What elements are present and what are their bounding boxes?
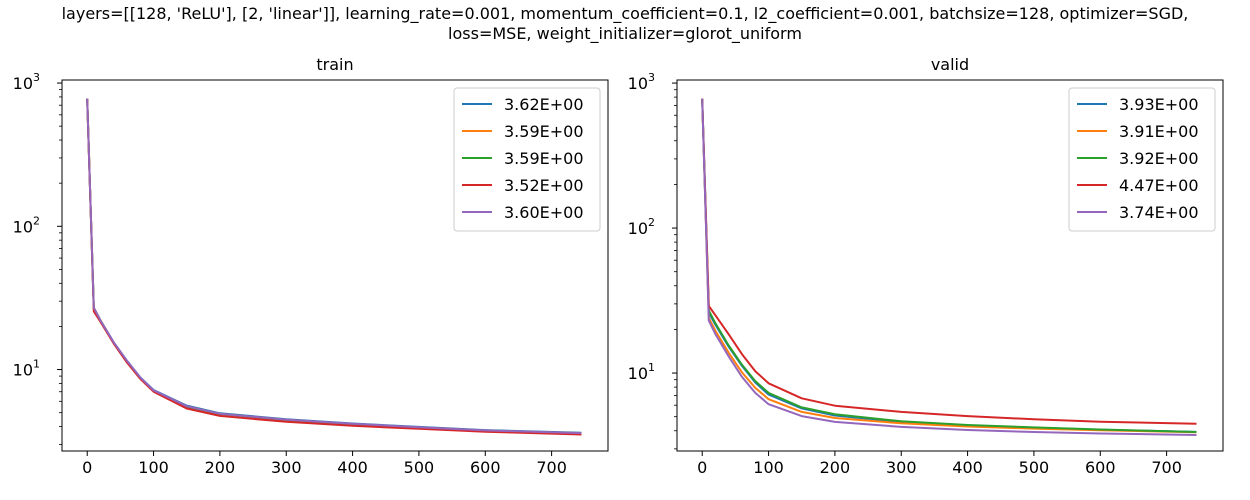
figure-title-line-1: layers=[[128, 'ReLU'], [2, 'linear']], l…: [61, 4, 1189, 23]
legend-label-5: 3.60E+00: [504, 203, 584, 222]
x-tick-label: 500: [404, 458, 435, 477]
x-tick-label: 600: [470, 458, 501, 477]
legend-box: [1068, 87, 1216, 232]
y-tick-exponent: 3: [33, 71, 40, 84]
legend-label-2: 3.59E+00: [504, 122, 584, 141]
y-tick-base: 10: [628, 219, 648, 238]
legend-label-4: 3.52E+00: [504, 176, 584, 195]
y-tick-base: 10: [628, 74, 648, 93]
legend-label-1: 3.62E+00: [504, 95, 584, 114]
x-tick-label: 200: [205, 458, 236, 477]
x-tick-label: 300: [886, 458, 917, 477]
legend-label-3: 3.59E+00: [504, 149, 584, 168]
series-line-5: [86, 98, 582, 435]
series-lines: [701, 98, 1197, 436]
x-tick-label: 300: [271, 458, 302, 477]
legend-label-5: 3.74E+00: [1119, 203, 1199, 222]
series-line-5: [701, 98, 1197, 436]
y-tick-label: 101: [13, 358, 40, 380]
legend: 3.93E+00 3.91E+00 3.92E+00 4.47E+00 3.74E+00: [1068, 87, 1216, 232]
x-tick-label: 100: [753, 458, 784, 477]
panel-title: valid: [931, 55, 969, 74]
x-tick-label: 0: [697, 458, 707, 477]
series-line-4: [701, 98, 1197, 425]
y-tick-label: 103: [628, 71, 655, 93]
axes-frame: [676, 79, 1224, 452]
x-tick-label: 200: [820, 458, 851, 477]
figure-title-line-2: loss=MSE, weight_initializer=glorot_unif…: [448, 24, 802, 43]
y-tick-base: 10: [13, 361, 33, 380]
x-tick-label: 700: [536, 458, 567, 477]
y-tick-base: 10: [13, 74, 33, 93]
y-tick-exponent: 1: [648, 361, 655, 374]
axes-frame: [61, 79, 609, 452]
legend-label-2: 3.91E+00: [1119, 122, 1199, 141]
y-tick-label: 103: [13, 71, 40, 93]
y-tick-label: 101: [628, 361, 655, 383]
x-tick-label: 700: [1151, 458, 1182, 477]
series-lines: [86, 98, 582, 436]
legend-label-3: 3.92E+00: [1119, 149, 1199, 168]
legend: 3.62E+00 3.59E+00 3.59E+00 3.52E+00 3.60E+00: [453, 87, 601, 232]
x-tick-label: 400: [337, 458, 368, 477]
x-tick-label: 600: [1085, 458, 1116, 477]
legend-label-4: 4.47E+00: [1119, 176, 1199, 195]
y-tick-base: 10: [13, 217, 33, 236]
y-tick-label: 102: [13, 214, 40, 236]
panel-title: train: [316, 55, 353, 74]
legend-label-1: 3.93E+00: [1119, 95, 1199, 114]
x-tick-label: 400: [952, 458, 983, 477]
y-tick-base: 10: [628, 364, 648, 383]
y-tick-label: 102: [628, 216, 655, 238]
legend-box: [453, 87, 601, 232]
x-tick-label: 500: [1019, 458, 1050, 477]
series-line-2: [701, 98, 1197, 434]
y-tick-exponent: 1: [33, 358, 40, 371]
y-tick-exponent: 3: [648, 71, 655, 84]
y-tick-exponent: 2: [33, 214, 40, 227]
y-tick-exponent: 2: [648, 216, 655, 229]
x-tick-label: 0: [82, 458, 92, 477]
x-tick-label: 100: [138, 458, 169, 477]
series-line-3: [701, 98, 1197, 433]
